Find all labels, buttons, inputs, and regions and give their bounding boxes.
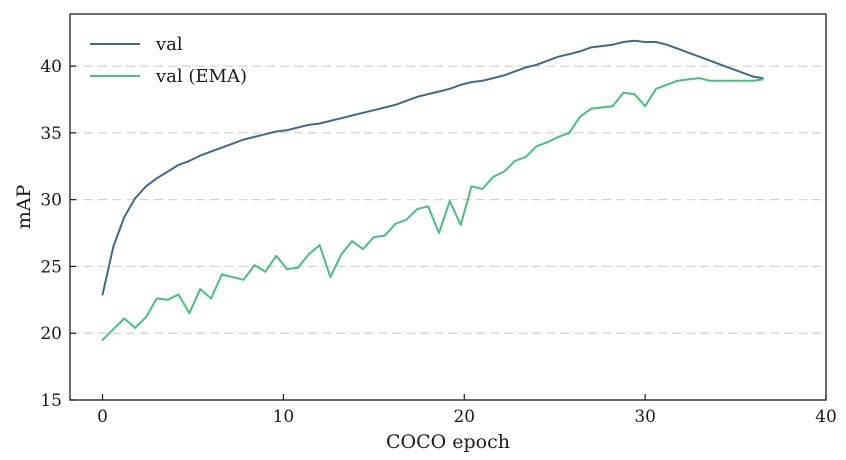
y-tick-label-20: 20: [40, 324, 62, 344]
y-axis-label: mAP: [13, 185, 35, 230]
y-tick-label-35: 35: [40, 124, 62, 144]
series-line-val: [101, 39, 764, 296]
legend-label-val: val: [155, 34, 183, 55]
x-axis-label: COCO epoch: [386, 431, 510, 453]
y-tick-label-30: 30: [40, 191, 62, 211]
legend: val val (EMA): [90, 34, 247, 87]
x-tick-label-40: 40: [815, 407, 837, 427]
series-lines: [101, 39, 764, 341]
x-tick-label-20: 20: [453, 407, 475, 427]
x-tick-label-10: 10: [273, 407, 295, 427]
legend-label-val-ema: val (EMA): [155, 66, 247, 87]
y-tick-label-40: 40: [40, 57, 62, 77]
x-tick-label-0: 0: [97, 407, 108, 427]
axis-ticks: 0 10 20 30 40 15 20 25 30 35 40: [40, 57, 836, 427]
plot-frame: [69, 13, 827, 401]
y-tick-label-15: 15: [40, 391, 62, 411]
x-tick-label-30: 30: [634, 407, 656, 427]
y-tick-label-25: 25: [40, 257, 62, 277]
series-line-val-ema: [101, 77, 764, 341]
gridlines: [70, 65, 826, 334]
